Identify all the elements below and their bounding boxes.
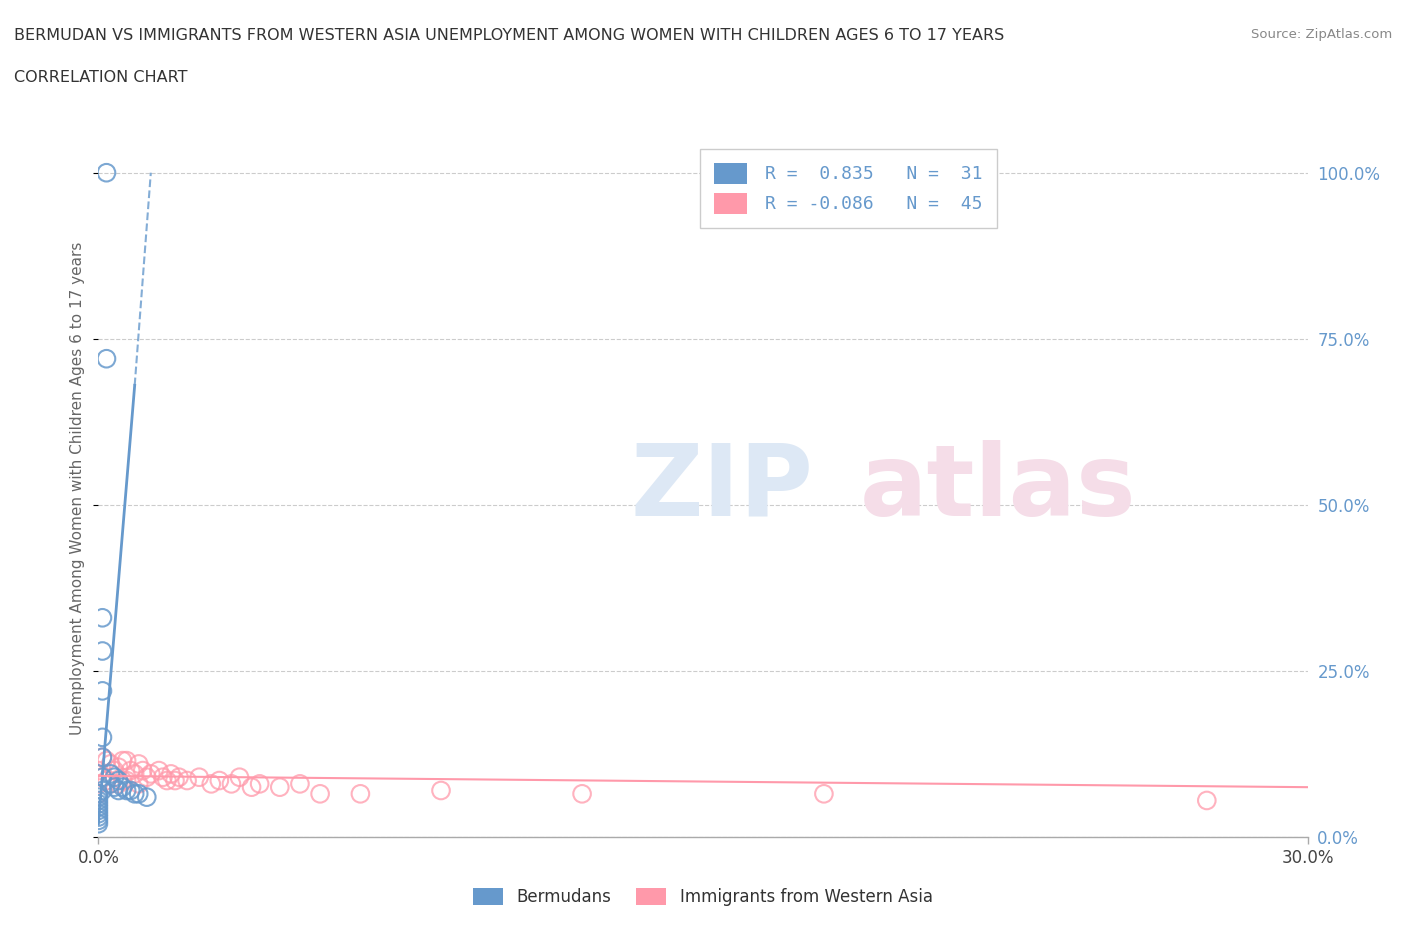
Point: [208, 773, 231, 788]
Point: [160, 766, 183, 781]
Point: [100, 777, 122, 791]
Point: [91, 750, 114, 764]
Point: [152, 770, 174, 785]
Point: [96, 773, 118, 788]
Point: [87, 806, 110, 821]
Point: [100, 766, 122, 781]
Point: [107, 777, 129, 791]
Point: [156, 773, 179, 788]
Text: ZIP: ZIP: [630, 440, 813, 537]
Point: [91, 770, 114, 785]
Point: [221, 777, 243, 791]
Point: [115, 773, 138, 788]
Point: [87, 803, 110, 817]
Point: [148, 764, 170, 778]
Point: [111, 773, 134, 788]
Point: [139, 766, 162, 781]
Point: [87, 787, 110, 802]
Point: [167, 770, 190, 785]
Point: [240, 779, 263, 794]
Point: [87, 790, 110, 804]
Point: [115, 753, 138, 768]
Point: [87, 764, 110, 778]
Point: [103, 779, 125, 794]
Point: [188, 770, 211, 785]
Point: [1195, 793, 1218, 808]
Point: [430, 783, 453, 798]
Point: [100, 756, 122, 771]
Point: [200, 777, 222, 791]
Point: [103, 764, 125, 778]
Point: [91, 644, 114, 658]
Point: [100, 777, 122, 791]
Legend: Bermudans, Immigrants from Western Asia: Bermudans, Immigrants from Western Asia: [467, 881, 939, 912]
Point: [128, 756, 150, 771]
Point: [96, 352, 118, 366]
Y-axis label: Unemployment Among Women with Children Ages 6 to 17 years: Unemployment Among Women with Children A…: [70, 242, 86, 735]
Point: [91, 770, 114, 785]
Point: [103, 770, 125, 785]
Point: [128, 787, 150, 802]
Point: [813, 787, 835, 802]
Point: [91, 684, 114, 698]
Text: atlas: atlas: [860, 440, 1137, 537]
Point: [228, 770, 250, 785]
Point: [87, 813, 110, 828]
Text: Source: ZipAtlas.com: Source: ZipAtlas.com: [1251, 28, 1392, 41]
Point: [91, 750, 114, 764]
Point: [349, 787, 371, 802]
Point: [91, 730, 114, 745]
Point: [120, 764, 142, 778]
Point: [269, 779, 291, 794]
Point: [135, 790, 157, 804]
Point: [96, 753, 118, 768]
Point: [120, 783, 142, 798]
Point: [128, 777, 150, 791]
Point: [96, 166, 118, 180]
Point: [87, 793, 110, 808]
Point: [132, 764, 155, 778]
Point: [87, 817, 110, 831]
Point: [571, 787, 593, 802]
Point: [124, 766, 146, 781]
Point: [111, 753, 134, 768]
Point: [115, 783, 138, 798]
Point: [91, 610, 114, 625]
Point: [87, 810, 110, 825]
Text: CORRELATION CHART: CORRELATION CHART: [14, 70, 187, 85]
Point: [288, 777, 311, 791]
Point: [163, 773, 186, 788]
Point: [111, 779, 134, 794]
Point: [87, 787, 110, 802]
Point: [87, 800, 110, 815]
Point: [124, 787, 146, 802]
Point: [87, 796, 110, 811]
Point: [91, 783, 114, 798]
Point: [107, 760, 129, 775]
Point: [309, 787, 332, 802]
Point: [87, 777, 110, 791]
Point: [176, 773, 198, 788]
Point: [249, 777, 271, 791]
Point: [107, 783, 129, 798]
Text: BERMUDAN VS IMMIGRANTS FROM WESTERN ASIA UNEMPLOYMENT AMONG WOMEN WITH CHILDREN : BERMUDAN VS IMMIGRANTS FROM WESTERN ASIA…: [14, 28, 1004, 43]
Point: [107, 773, 129, 788]
Point: [135, 770, 157, 785]
